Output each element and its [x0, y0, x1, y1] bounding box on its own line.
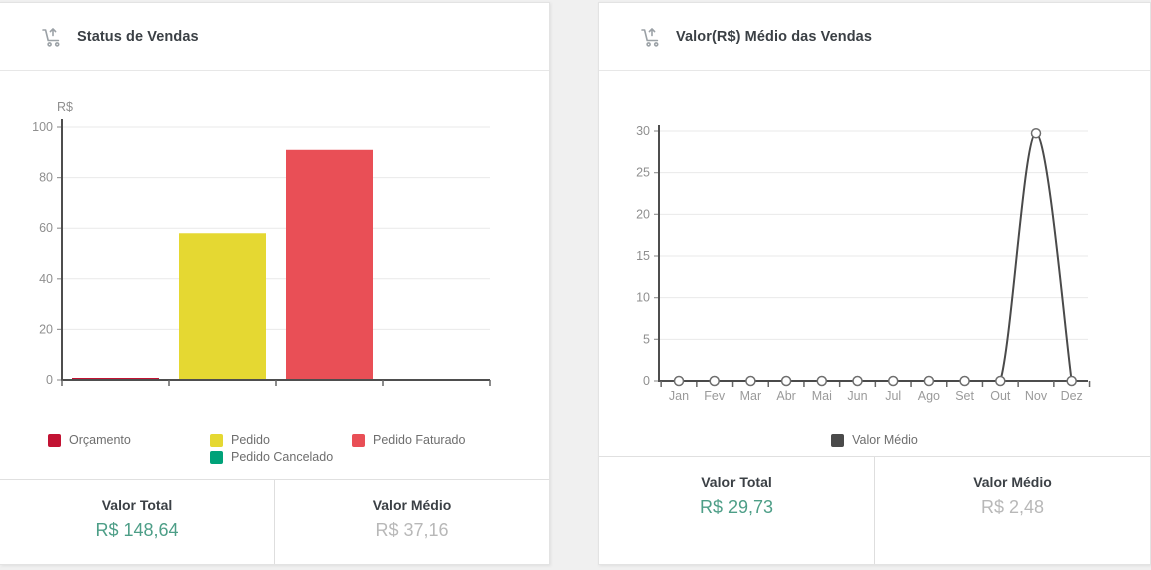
sales-status-legend: Orçamento Pedido Pedido Cancelado Pedido…: [0, 433, 549, 473]
legend-item-pedido-faturado: Pedido Faturado: [352, 433, 465, 447]
svg-text:R$: R$: [57, 100, 73, 114]
pedido-cancelado-swatch: [210, 450, 223, 464]
valor-medio-label: Valor Médio: [372, 497, 452, 513]
valor-medio-cell: Valor Médio R$ 2,48: [874, 457, 1150, 564]
valor-total-cell: Valor Total R$ 148,64: [0, 480, 274, 564]
orcamento-swatch: [48, 433, 61, 447]
svg-text:Jun: Jun: [847, 389, 867, 403]
svg-text:0: 0: [46, 373, 53, 387]
pedido-cancelado-label: Pedido Cancelado: [231, 450, 334, 464]
svg-text:Jan: Jan: [669, 389, 689, 403]
pedido-faturado-swatch: [352, 433, 365, 447]
svg-text:15: 15: [636, 249, 650, 263]
valor-total-value: R$ 29,73: [699, 497, 774, 517]
average-value-footer: Valor Total R$ 29,73 Valor Médio R$ 2,48: [599, 456, 1150, 564]
valor-medio-legend-label: Valor Médio: [852, 433, 918, 447]
valor-total-value: R$ 148,64: [95, 520, 179, 540]
average-value-header: Valor(R$) Médio das Vendas: [599, 3, 1150, 71]
orcamento-label: Orçamento: [69, 433, 131, 447]
svg-text:60: 60: [39, 221, 53, 235]
valor-total-label: Valor Total: [701, 474, 772, 490]
average-value-title: Valor(R$) Médio das Vendas: [676, 28, 872, 45]
pedido-swatch: [210, 433, 223, 447]
svg-text:Mai: Mai: [812, 389, 832, 403]
svg-text:Jul: Jul: [885, 389, 901, 403]
pedido-faturado-label: Pedido Faturado: [373, 433, 466, 447]
svg-text:40: 40: [39, 272, 53, 286]
average-value-line-chart: 0 5 10 15 20 25 30 Jan Fev Mar Abr Mai Jun Jul Ago Set O…: [599, 89, 1151, 403]
svg-text:0: 0: [643, 374, 650, 388]
valor-medio-cell: Valor Médio R$ 37,16: [274, 480, 549, 564]
legend-item-valor-medio: Valor Médio: [831, 433, 918, 447]
pedido-label: Pedido: [231, 433, 270, 447]
cart-arrow-up-icon: [40, 25, 64, 49]
average-value-legend: Valor Médio: [599, 433, 1150, 447]
valor-medio-value: R$ 37,16: [375, 520, 449, 540]
legend-item-orcamento: Orçamento: [48, 433, 131, 447]
legend-item-pedido: Pedido: [210, 433, 333, 447]
valor-total-cell: Valor Total R$ 29,73: [599, 457, 874, 564]
svg-text:Nov: Nov: [1025, 389, 1048, 403]
svg-text:Out: Out: [990, 389, 1011, 403]
svg-text:Set: Set: [955, 389, 974, 403]
svg-text:20: 20: [39, 322, 53, 336]
svg-text:30: 30: [636, 124, 650, 138]
svg-text:Mar: Mar: [740, 389, 762, 403]
svg-text:100: 100: [32, 120, 53, 134]
svg-text:10: 10: [636, 291, 650, 305]
svg-text:20: 20: [636, 207, 650, 221]
valor-medio-value: R$ 2,48: [980, 497, 1045, 517]
svg-text:80: 80: [39, 171, 53, 185]
valor-medio-label: Valor Médio: [973, 474, 1052, 490]
svg-text:Abr: Abr: [776, 389, 795, 403]
sales-status-bar-chart: R$ 0 20 40 60 80 100: [0, 89, 550, 391]
legend-item-pedido-cancelado: Pedido Cancelado: [210, 450, 333, 464]
sales-status-footer: Valor Total R$ 148,64 Valor Médio R$ 37,…: [0, 479, 549, 564]
valor-medio-swatch: [831, 433, 845, 447]
svg-text:Dez: Dez: [1061, 389, 1083, 403]
svg-text:25: 25: [636, 166, 650, 180]
sales-status-card: Status de Vendas R$ 0 20 40 60 80 100 Orçament…: [0, 2, 550, 565]
sales-status-title: Status de Vendas: [77, 28, 199, 45]
svg-text:Fev: Fev: [704, 389, 726, 403]
svg-text:Ago: Ago: [918, 389, 940, 403]
average-value-card: Valor(R$) Médio das Vendas 0 5 10 15 20 25 30 J…: [598, 2, 1151, 565]
valor-total-label: Valor Total: [101, 497, 173, 513]
cart-arrow-up-icon: [639, 25, 663, 49]
sales-status-header: Status de Vendas: [0, 3, 549, 71]
svg-text:5: 5: [643, 332, 650, 346]
